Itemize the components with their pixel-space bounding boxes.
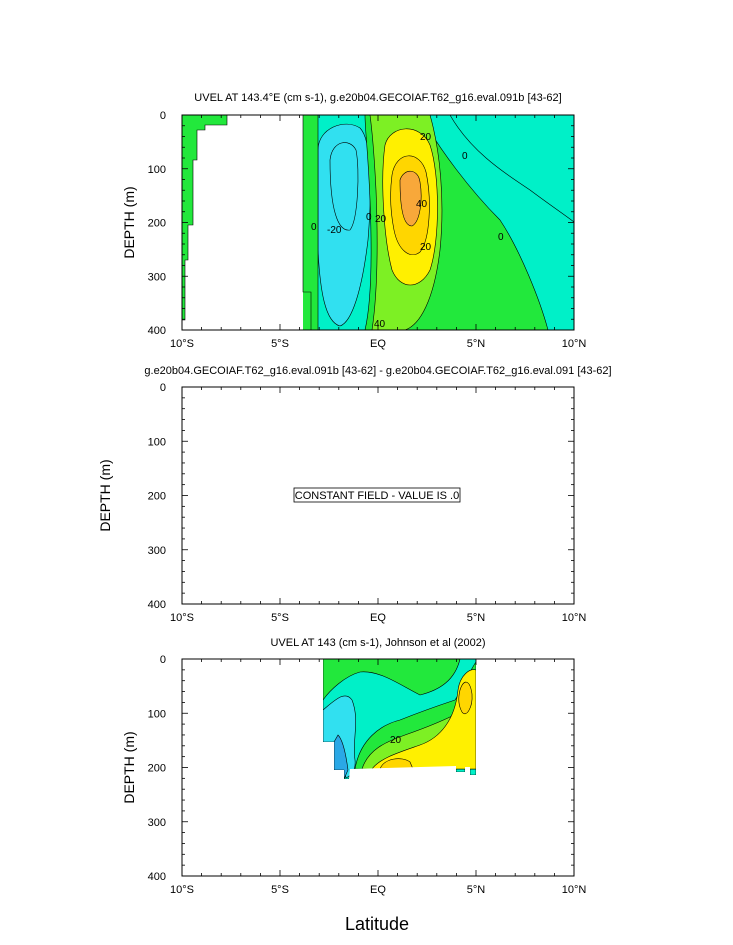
contour-label-20: 20: [420, 132, 432, 143]
contour-label-0d: 0: [498, 232, 504, 243]
y-axis-label: DEPTH (m): [121, 186, 137, 258]
y-tick-label: 200: [148, 491, 166, 503]
y-tick-label: 300: [148, 545, 166, 557]
contour-label-20-obs: 20: [390, 735, 402, 746]
contour-label-neg20: -20: [327, 225, 342, 236]
x-tick-label: EQ: [370, 884, 386, 896]
band3-40-west: [379, 758, 414, 770]
contour-label-0e: 40: [374, 319, 386, 330]
constant-field-note: CONSTANT FIELD - VALUE IS .0: [295, 490, 459, 502]
panel-2-axes: 0 100 200 300 400 10°S 5°S EQ 5°N 10°N DEPTH (m): [97, 382, 586, 624]
x-tick-label: 5°N: [467, 612, 486, 624]
x-axis-label: Latitude: [345, 914, 409, 934]
x-tick-label: 5°S: [271, 612, 289, 624]
y-tick-label: 200: [148, 763, 166, 775]
contour-label-0c: 0: [462, 151, 468, 162]
contour-label-20c: 20: [420, 242, 432, 253]
x-tick-label: 5°S: [271, 338, 289, 350]
y-tick-label: 200: [148, 218, 166, 230]
y-tick-label: 0: [160, 654, 166, 666]
band-50: [399, 170, 422, 227]
band-west-coast: [302, 115, 319, 330]
y-tick-label: 100: [148, 164, 166, 176]
x-tick-label: 10°S: [170, 612, 194, 624]
y-tick-label: 300: [148, 271, 166, 283]
land3-mask: [182, 659, 574, 876]
constant-field-box: [293, 487, 461, 503]
panel-3: UVEL AT 143 (cm s-1), Johnson et al (200…: [121, 637, 586, 896]
panel-1-field: [182, 115, 574, 330]
band3-40-east: [458, 681, 473, 714]
x-tick-label: 10°S: [170, 338, 194, 350]
contour-0-east: [449, 115, 574, 223]
y-axis-label: DEPTH (m): [121, 731, 137, 803]
x-tick-label: EQ: [370, 612, 386, 624]
panel-1: UVEL AT 143.4°E (cm s-1), g.e20b04.GECOI…: [121, 92, 586, 350]
x-tick-label: 10°S: [170, 884, 194, 896]
contour-label-40: 40: [416, 199, 428, 210]
x-tick-label: 5°N: [467, 338, 486, 350]
x-tick-label: 10°N: [562, 338, 587, 350]
y-tick-label: 0: [160, 382, 166, 394]
contour-label-0a: 0: [311, 222, 317, 233]
band3-10-west: [322, 659, 461, 701]
y-tick-label: 300: [148, 817, 166, 829]
contour-label-0b: 0: [366, 212, 372, 223]
y-tick-label: 400: [148, 871, 166, 883]
panel-3-title: UVEL AT 143 (cm s-1), Johnson et al (200…: [270, 637, 485, 649]
band3-30: [371, 669, 477, 770]
y-tick-label: 400: [148, 599, 166, 611]
band-west-edge: [182, 115, 228, 321]
panel-2: g.e20b04.GECOIAF.T62_g16.eval.091b [43-6…: [97, 365, 612, 624]
x-tick-label: EQ: [370, 338, 386, 350]
panel-3-axes: 0 100 200 300 400 10°S 5°S EQ 5°N 10°N DEPTH (m): [121, 654, 586, 896]
x-tick-label: 5°N: [467, 884, 486, 896]
x-tick-label: 5°S: [271, 884, 289, 896]
y-axis-label: DEPTH (m): [97, 459, 113, 531]
panel-3-field: [182, 659, 574, 876]
x-tick-label: 10°N: [562, 884, 587, 896]
panel-1-title: UVEL AT 143.4°E (cm s-1), g.e20b04.GECOI…: [194, 92, 561, 104]
y-tick-label: 100: [148, 436, 166, 448]
y-tick-label: 100: [148, 708, 166, 720]
y-tick-label: 0: [160, 110, 166, 122]
panel-2-title: g.e20b04.GECOIAF.T62_g16.eval.091b [43-6…: [144, 365, 611, 377]
band-neg20-core: [329, 142, 359, 231]
land-mask: [186, 115, 303, 330]
contour-label-20b: 20: [375, 214, 387, 225]
x-tick-label: 10°N: [562, 612, 587, 624]
y-tick-label: 400: [148, 325, 166, 337]
